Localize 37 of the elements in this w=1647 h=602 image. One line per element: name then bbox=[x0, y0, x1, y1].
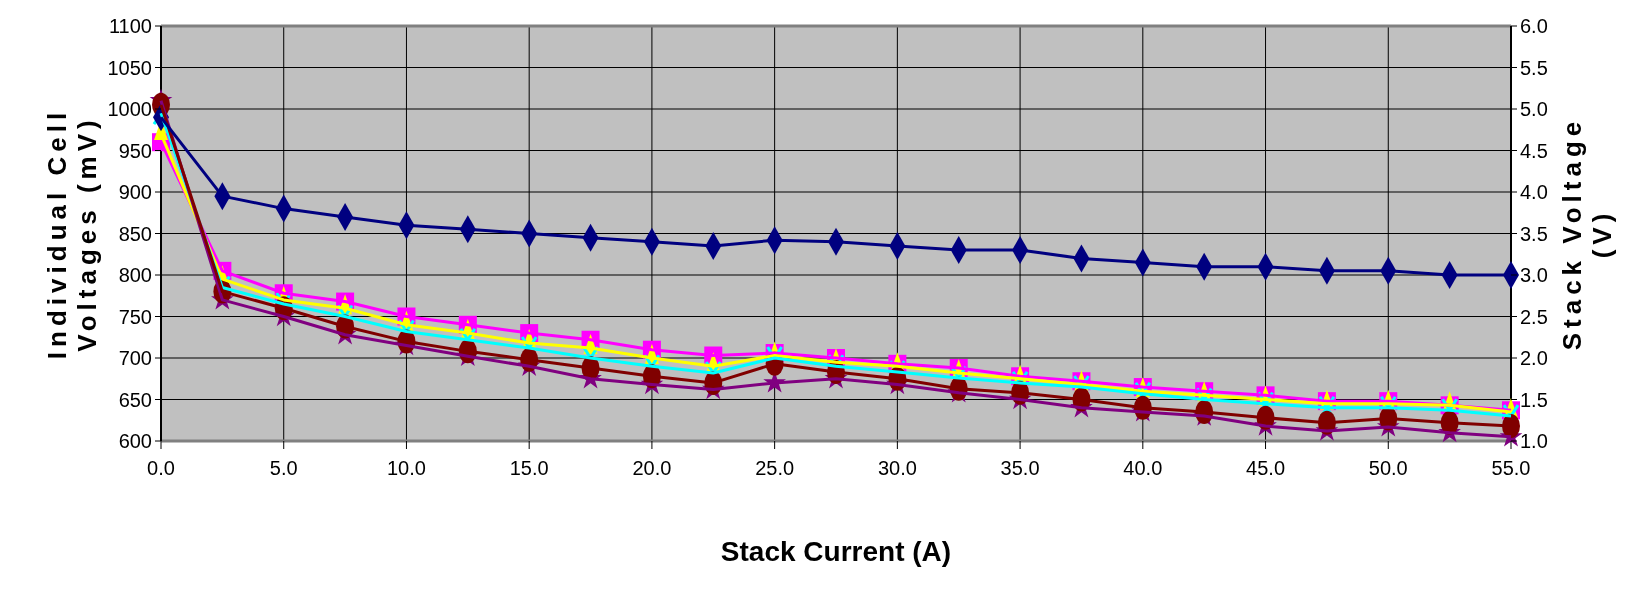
y2-tick-label: 5.5 bbox=[1520, 56, 1548, 79]
y-tick-label: 1100 bbox=[108, 15, 152, 37]
y2-tick-label: 6.0 bbox=[1520, 15, 1548, 37]
y-tick-label: 700 bbox=[118, 347, 152, 369]
y-tick-label: 950 bbox=[118, 139, 152, 162]
y2-tick-label: 5.0 bbox=[1520, 98, 1548, 120]
x-tick-label: 5.0 bbox=[269, 457, 298, 479]
x-axis-title: Stack Current (A) bbox=[720, 536, 952, 567]
x-tick-label: 30.0 bbox=[877, 457, 917, 479]
y-tick-label: 600 bbox=[118, 430, 152, 452]
y2-tick-label: 2.5 bbox=[1520, 305, 1548, 328]
y2-tick-label: 1.5 bbox=[1520, 388, 1548, 411]
x-tick-label: 25.0 bbox=[755, 457, 795, 479]
x-tick-label: 15.0 bbox=[509, 457, 549, 479]
y-tick-label: 650 bbox=[118, 388, 152, 411]
y-tick-label: 850 bbox=[118, 222, 152, 245]
y2-tick-label: 1.0 bbox=[1520, 430, 1548, 452]
y-tick-label: 1000 bbox=[107, 98, 152, 120]
x-tick-label: 45.0 bbox=[1246, 457, 1286, 479]
x-tick-label: 40.0 bbox=[1123, 457, 1163, 479]
x-tick-label: 20.0 bbox=[632, 457, 672, 479]
x-tick-label: 0.0 bbox=[147, 457, 175, 479]
y2-axis-title: Stack Voltage (V) bbox=[1557, 116, 1617, 351]
x-tick-label: 55.0 bbox=[1491, 457, 1531, 479]
y2-tick-label: 4.0 bbox=[1520, 181, 1548, 203]
y2-tick-label: 3.0 bbox=[1520, 264, 1548, 286]
x-tick-label: 50.0 bbox=[1368, 457, 1408, 479]
y2-tick-label: 2.0 bbox=[1520, 347, 1548, 369]
y-tick-label: 1050 bbox=[107, 56, 152, 79]
y2-tick-label: 4.5 bbox=[1520, 139, 1548, 162]
x-tick-label: 10.0 bbox=[386, 457, 426, 479]
y-axis-title: Individual Cell Voltages (mV) bbox=[42, 107, 102, 360]
x-tick-label: 35.0 bbox=[1000, 457, 1040, 479]
y-tick-label: 750 bbox=[118, 305, 152, 328]
y-tick-label: 900 bbox=[118, 181, 152, 203]
y-tick-label: 800 bbox=[118, 264, 152, 286]
y2-tick-label: 3.5 bbox=[1520, 222, 1548, 245]
